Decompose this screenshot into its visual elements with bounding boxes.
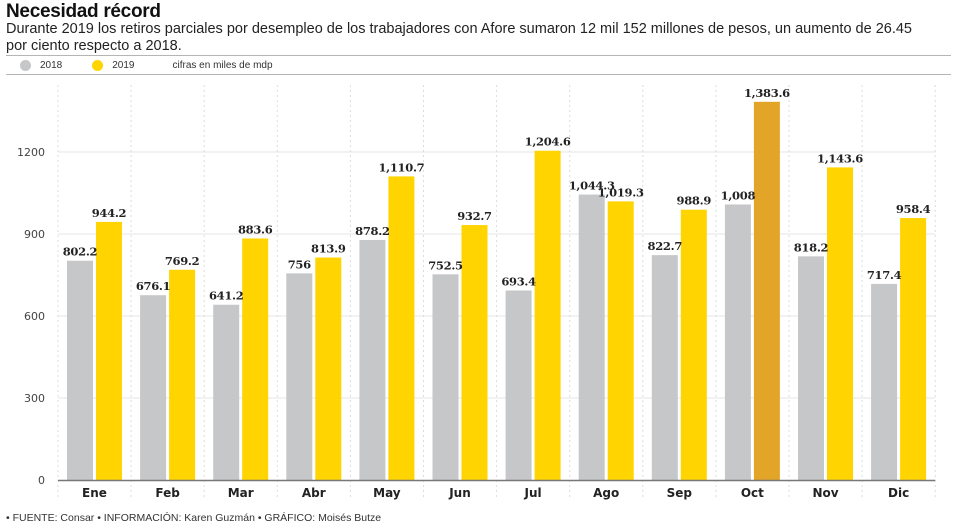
bar-2018-Feb [140, 295, 167, 480]
chart-title: Necesidad récord [6, 1, 161, 22]
bar-2018-Dic [871, 283, 898, 480]
bar-2018-Mar [213, 304, 240, 480]
data-label-2018-Feb: 676.1 [136, 279, 171, 293]
bar-2018-Nov [798, 256, 824, 480]
x-axis-ticks: Ene Feb Mar Abr May Jun Jul Ago Sep Oct Nov Dic [82, 486, 909, 500]
data-label-2018-Jun: 752.5 [428, 258, 463, 272]
data-label-2018-Sep: 822.7 [648, 239, 683, 253]
x-tick-label: Feb [155, 486, 180, 500]
data-label-2019-Jun: 932.7 [457, 209, 492, 223]
bar-2018-Sep [651, 255, 678, 480]
y-axis-ticks: 0 300 600 900 1200 [17, 146, 45, 487]
y-tick-label: 600 [24, 310, 45, 323]
legend-item-2019: 2019 [92, 59, 135, 71]
bar-2019-Dic [900, 218, 927, 480]
bar-2019-Mar [242, 238, 269, 480]
x-tick-label: Ene [82, 486, 107, 500]
y-tick-label: 1200 [17, 146, 45, 159]
x-tick-label: Sep [667, 486, 693, 500]
data-label-2018-Ene: 802.2 [63, 245, 98, 259]
bar-2019-Ene [96, 221, 122, 480]
units-note: cifras en miles de mdp [172, 59, 273, 71]
data-label-2019-Ago: 1,019.3 [598, 185, 644, 199]
data-label-2019-Oct: 1,383.6 [744, 86, 790, 100]
bars [67, 101, 927, 481]
bar-2018-May [359, 239, 386, 480]
data-label-2018-Ago: 1,044.3 [569, 179, 615, 193]
data-label-2019-Sep: 988.9 [677, 194, 712, 208]
bar-2019-Abr [315, 257, 342, 480]
x-tick-label: Jul [524, 486, 542, 500]
legend-label-2018: 2018 [40, 59, 63, 71]
bar-2018-Ene [67, 260, 93, 480]
source-credits: • FUENTE: Consar • INFORMACIÓN: Karen Gu… [6, 512, 382, 524]
bar-2019-Sep [680, 209, 707, 480]
data-label-2019-Ene: 944.2 [92, 206, 127, 220]
data-label-2018-Mar: 641.2 [209, 289, 244, 303]
x-tick-label: Abr [302, 486, 326, 500]
chart-subtitle: Durante 2019 los retiros parciales por d… [6, 21, 912, 54]
x-tick-label: Mar [228, 486, 254, 500]
x-tick-label: Jun [448, 486, 471, 500]
legend-swatch-2018 [20, 59, 31, 71]
data-label-2019-May: 1,110.7 [378, 160, 424, 174]
bar-2018-Jul [505, 290, 532, 480]
bar-2019-Jun [461, 225, 488, 480]
y-tick-label: 900 [24, 228, 45, 241]
legend-label-2019: 2019 [112, 59, 135, 71]
legend-note: cifras en miles de mdp [173, 60, 273, 71]
data-label-2019-Abr: 813.9 [311, 242, 346, 256]
data-label-2018-Abr: 756 [288, 257, 311, 271]
bar-2019-May [388, 176, 415, 480]
legend-divider [6, 74, 951, 75]
legend: 2018 2019 cifras en miles de mdp [20, 57, 303, 73]
data-label-2019-Jul: 1,204.6 [525, 135, 571, 149]
data-label-2019-Dic: 958.4 [896, 202, 931, 216]
x-tick-label: Dic [888, 486, 909, 500]
bar-2018-Oct [724, 204, 751, 481]
y-tick-label: 300 [24, 392, 45, 405]
legend-swatch-2019 [92, 59, 104, 71]
data-label-2018-Oct: 1,008 [721, 188, 756, 202]
x-tick-label: Oct [741, 486, 764, 500]
data-label-2019-Nov: 1,143.6 [817, 151, 863, 165]
y-tick-label: 0 [38, 474, 45, 487]
bar-2019-Nov [827, 167, 853, 480]
header-divider [6, 55, 951, 56]
bar-2019-Feb [169, 269, 196, 480]
data-label-2018-Jul: 693.4 [501, 274, 536, 288]
data-label-2018-Dic: 717.4 [867, 268, 902, 282]
data-label-2019-Mar: 883.6 [238, 222, 273, 236]
data-label-2018-Nov: 818.2 [794, 240, 829, 254]
data-label-2019-Feb: 769.2 [165, 254, 200, 268]
gridlines [57, 85, 936, 500]
bar-2018-Ago [578, 194, 605, 481]
data-label-2018-May: 878.2 [355, 224, 390, 238]
bar-2019-Jul [534, 150, 561, 480]
x-tick-label: Nov [812, 486, 838, 500]
legend-item-2018: 2018 [20, 59, 63, 71]
x-tick-label: May [373, 486, 401, 500]
bar-2019-Ago [607, 201, 634, 480]
bar-2018-Jun [432, 274, 459, 480]
x-tick-label: Ago [593, 486, 619, 500]
bar-2019-Oct [753, 101, 780, 480]
bar-2018-Abr [286, 273, 313, 480]
